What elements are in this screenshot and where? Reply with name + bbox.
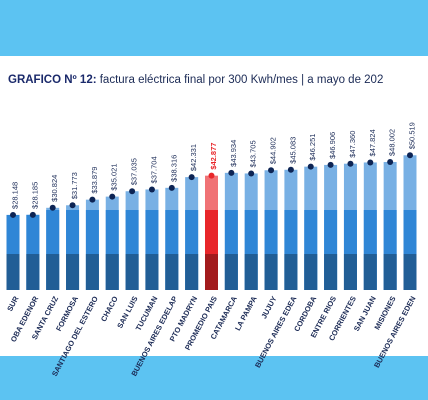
bar-dot	[168, 184, 175, 191]
bar-dot	[347, 160, 354, 167]
value-label: $50.519	[407, 122, 416, 149]
value-label: $47.824	[368, 129, 377, 156]
chart-title: GRAFICO Nº 12: factura eléctrica final p…	[8, 74, 383, 86]
bar-band	[85, 254, 99, 290]
bar-band	[304, 254, 318, 290]
value-label: $28.148	[10, 182, 19, 209]
bar-band	[383, 254, 397, 290]
value-label: $37.704	[149, 156, 158, 183]
bar-dot	[287, 166, 294, 173]
bar-dot	[129, 188, 136, 195]
bar-band	[46, 254, 60, 290]
bar-band	[26, 254, 40, 290]
value-label: $33.879	[90, 167, 99, 194]
bar-dot	[248, 170, 255, 177]
value-label: $42.331	[189, 144, 198, 171]
x-tick-label: CHACO	[99, 294, 120, 323]
x-tick-label: JUJUY	[259, 295, 278, 321]
value-label: $45.083	[288, 137, 297, 164]
bar-band	[343, 254, 357, 290]
value-label: $42.877	[209, 143, 218, 170]
value-label: $38.316	[169, 155, 178, 182]
value-label: $37.035	[130, 158, 139, 185]
value-label: $44.902	[269, 137, 278, 164]
bar-dot	[188, 174, 195, 181]
bar-band	[6, 254, 20, 290]
value-label: $46.906	[328, 132, 337, 159]
top-band	[0, 0, 428, 56]
bar-dot	[268, 167, 275, 174]
bar-dot	[387, 158, 394, 165]
bar-band	[205, 254, 218, 290]
value-label: $46.251	[308, 134, 317, 161]
value-label: $28.185	[30, 182, 39, 209]
bar-band	[363, 254, 377, 290]
bar-dot	[327, 161, 334, 168]
bar-band	[284, 254, 298, 290]
bar-band	[125, 254, 139, 290]
bar-dot	[69, 202, 76, 209]
bar-band	[403, 254, 417, 290]
bar-band	[165, 254, 179, 290]
bar-band	[145, 254, 159, 290]
bar-dot	[29, 211, 36, 218]
value-label: $48.002	[388, 129, 397, 156]
bar-dot	[367, 159, 374, 166]
bar-dot	[208, 172, 215, 179]
bar-band	[185, 254, 199, 290]
bar-band	[264, 254, 278, 290]
bar-band	[105, 254, 119, 290]
bar-band	[324, 254, 338, 290]
bar-dot	[109, 193, 116, 200]
bar-dot	[307, 163, 314, 170]
bar-dot	[407, 152, 413, 159]
bar-dot	[10, 211, 16, 218]
value-label: $47.360	[348, 131, 357, 158]
bar-dot	[148, 186, 155, 193]
value-label: $43.705	[249, 140, 258, 167]
bar-band	[66, 254, 80, 290]
bottom-band	[0, 356, 428, 400]
value-label: $31.773	[70, 172, 79, 199]
bar-dot	[89, 196, 96, 203]
bar-band	[224, 254, 238, 290]
value-label: $43.934	[229, 140, 238, 167]
x-tick-label: SUR	[5, 294, 21, 313]
title-lead: GRAFICO Nº 12:	[8, 74, 97, 86]
bar-dot	[228, 169, 235, 176]
bar-band	[244, 254, 258, 290]
title-text: factura eléctrica final por 300 Kwh/mes …	[97, 74, 384, 86]
value-label: $30.824	[50, 175, 59, 202]
bar-dot	[49, 204, 56, 211]
value-label: $35.021	[110, 163, 119, 190]
